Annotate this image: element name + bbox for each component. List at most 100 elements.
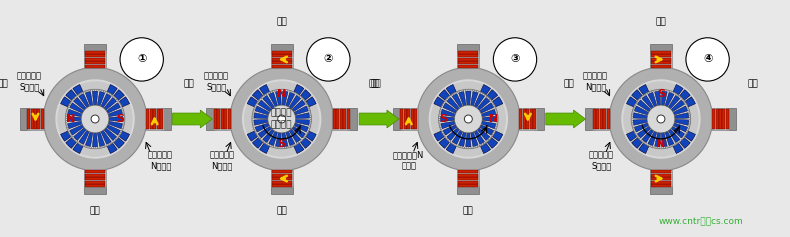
Wedge shape [673,123,687,132]
Text: 电流: 电流 [276,17,287,26]
Wedge shape [104,128,116,141]
Bar [85,170,105,173]
Bar [160,109,163,129]
Wedge shape [73,128,86,141]
Wedge shape [263,129,274,143]
Wedge shape [292,100,305,112]
Wedge shape [441,121,455,129]
Wedge shape [632,138,642,148]
Wedge shape [668,129,680,143]
Wedge shape [276,91,281,105]
Circle shape [647,105,675,133]
Wedge shape [97,132,105,146]
Wedge shape [634,106,649,115]
Bar [143,109,167,129]
Wedge shape [477,98,490,110]
Wedge shape [447,128,460,141]
Wedge shape [441,109,455,117]
Wedge shape [443,125,457,135]
Wedge shape [638,100,651,112]
Text: ①: ① [137,55,146,64]
Wedge shape [447,98,460,110]
Wedge shape [671,100,684,112]
Bar [651,55,671,57]
Bar [228,109,231,129]
Bar [404,109,407,129]
Bar [651,47,671,71]
Text: N: N [488,114,498,124]
Bar [650,50,672,68]
Bar [271,185,292,194]
Wedge shape [286,92,295,107]
Bar [206,108,216,130]
Bar [272,163,292,187]
Bar [607,109,610,129]
Bar [596,109,600,129]
Text: 与永磁体的
N极相吸: 与永磁体的 N极相吸 [148,151,173,171]
Bar [458,51,478,54]
Bar [85,185,106,194]
Wedge shape [642,129,653,143]
Wedge shape [289,96,301,109]
Wedge shape [73,98,86,110]
Wedge shape [465,133,471,147]
Bar [457,44,480,54]
Text: 电流: 电流 [0,80,8,89]
Bar [85,58,105,61]
Bar [31,109,33,129]
Wedge shape [477,128,490,141]
Wedge shape [294,106,308,115]
Wedge shape [306,131,316,141]
Bar [651,163,671,187]
Wedge shape [294,85,304,95]
Wedge shape [679,138,690,148]
Bar [408,109,410,129]
Bar [333,109,336,129]
Bar [272,173,292,177]
Bar [651,61,671,64]
Circle shape [58,81,133,157]
Text: 沿逆时针
方向旋转: 沿逆时针 方向旋转 [271,108,292,130]
Bar [156,109,160,129]
Wedge shape [107,103,120,113]
Wedge shape [300,90,311,100]
Wedge shape [655,132,660,147]
Wedge shape [260,143,269,154]
Wedge shape [673,85,683,95]
Wedge shape [92,133,98,147]
Wedge shape [434,97,444,107]
Bar [27,108,44,130]
Wedge shape [282,91,288,105]
Bar [458,58,478,61]
Bar [85,50,106,68]
Wedge shape [295,119,310,125]
Bar [400,108,418,130]
Bar [214,109,238,129]
Wedge shape [269,131,277,146]
Bar [651,181,671,183]
Wedge shape [254,119,268,125]
Bar [651,170,671,173]
Wedge shape [648,92,656,107]
Bar [272,61,292,64]
Wedge shape [292,126,305,138]
Wedge shape [632,90,642,100]
Wedge shape [294,123,308,132]
Text: S: S [116,114,124,124]
Wedge shape [108,121,122,129]
Text: 电流: 电流 [90,207,100,216]
Bar [272,184,292,187]
Wedge shape [452,130,463,144]
Bar [651,173,671,177]
Circle shape [621,79,701,159]
Wedge shape [446,143,457,154]
Text: 与永磁体的
S极相吸: 与永磁体的 S极相吸 [17,71,42,91]
Bar [85,184,105,187]
Wedge shape [665,131,674,146]
Bar [272,47,292,71]
Text: 与永磁体的
S极相吸: 与永磁体的 S极相吸 [204,71,228,91]
Wedge shape [633,113,647,118]
Wedge shape [487,138,498,148]
Circle shape [623,81,698,157]
Wedge shape [480,125,494,135]
